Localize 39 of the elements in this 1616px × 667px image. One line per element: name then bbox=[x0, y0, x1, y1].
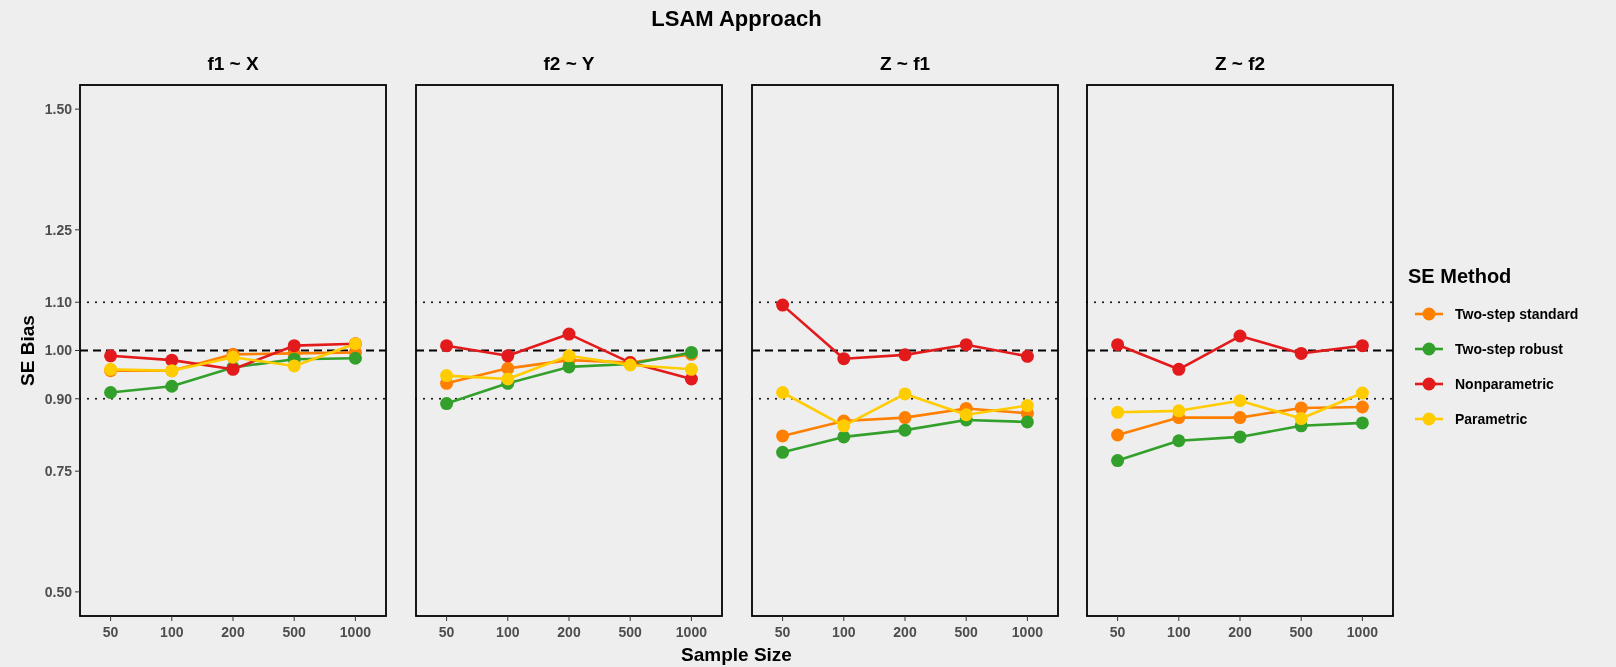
x-tick-label: 1000 bbox=[1011, 624, 1044, 640]
legend-label: Nonparametric bbox=[1455, 375, 1555, 392]
chart-subtitle: Z ~ f2 bbox=[1214, 53, 1266, 74]
legend-label: Two-step standard bbox=[1455, 305, 1579, 322]
y-tick-label: 1.25 bbox=[44, 221, 73, 238]
x-tick-label: 200 bbox=[221, 624, 245, 640]
x-tick-label: 50 bbox=[774, 624, 791, 640]
legend-title: SE Method bbox=[1408, 265, 1512, 287]
y-tick-label: 1.00 bbox=[44, 342, 73, 359]
x-tick-label: 1000 bbox=[339, 624, 372, 640]
x-tick-label: 200 bbox=[557, 624, 581, 640]
y-tick-label: 1.50 bbox=[44, 101, 73, 118]
x-tick-label: 100 bbox=[160, 624, 184, 640]
x-tick-label: 1000 bbox=[675, 624, 708, 640]
y-tick-label: 1.10 bbox=[44, 294, 73, 311]
chart-subtitle: f1 ~ X bbox=[207, 53, 259, 74]
chart-subtitle: f2 ~ Y bbox=[543, 53, 595, 74]
x-tick-label: 1000 bbox=[1346, 624, 1379, 640]
y-tick-label: 0.75 bbox=[44, 463, 73, 480]
x-tick-label: 500 bbox=[282, 624, 307, 640]
x-tick-label: 500 bbox=[618, 624, 643, 640]
x-tick-label: 500 bbox=[954, 624, 979, 640]
y-tick-label: 0.90 bbox=[44, 390, 73, 407]
text: Sample Size bbox=[681, 644, 792, 665]
x-tick-label: 50 bbox=[102, 624, 119, 640]
x-tick-label: 200 bbox=[893, 624, 917, 640]
x-tick-label: 200 bbox=[1228, 624, 1252, 640]
text: LSAM Approach bbox=[651, 6, 822, 31]
x-tick-label: 100 bbox=[1167, 624, 1191, 640]
y-axis-title: SE Bias bbox=[17, 315, 38, 386]
x-tick-label: 50 bbox=[1109, 624, 1126, 640]
legend-label: Parametric bbox=[1455, 410, 1528, 427]
y-tick-label: 0.50 bbox=[44, 583, 73, 600]
x-tick-label: 500 bbox=[1289, 624, 1314, 640]
legend-label: Two-step robust bbox=[1455, 340, 1564, 357]
x-tick-label: 50 bbox=[438, 624, 455, 640]
x-tick-label: 100 bbox=[832, 624, 856, 640]
chart-subtitle: Z ~ f1 bbox=[879, 53, 931, 74]
x-tick-label: 100 bbox=[496, 624, 520, 640]
